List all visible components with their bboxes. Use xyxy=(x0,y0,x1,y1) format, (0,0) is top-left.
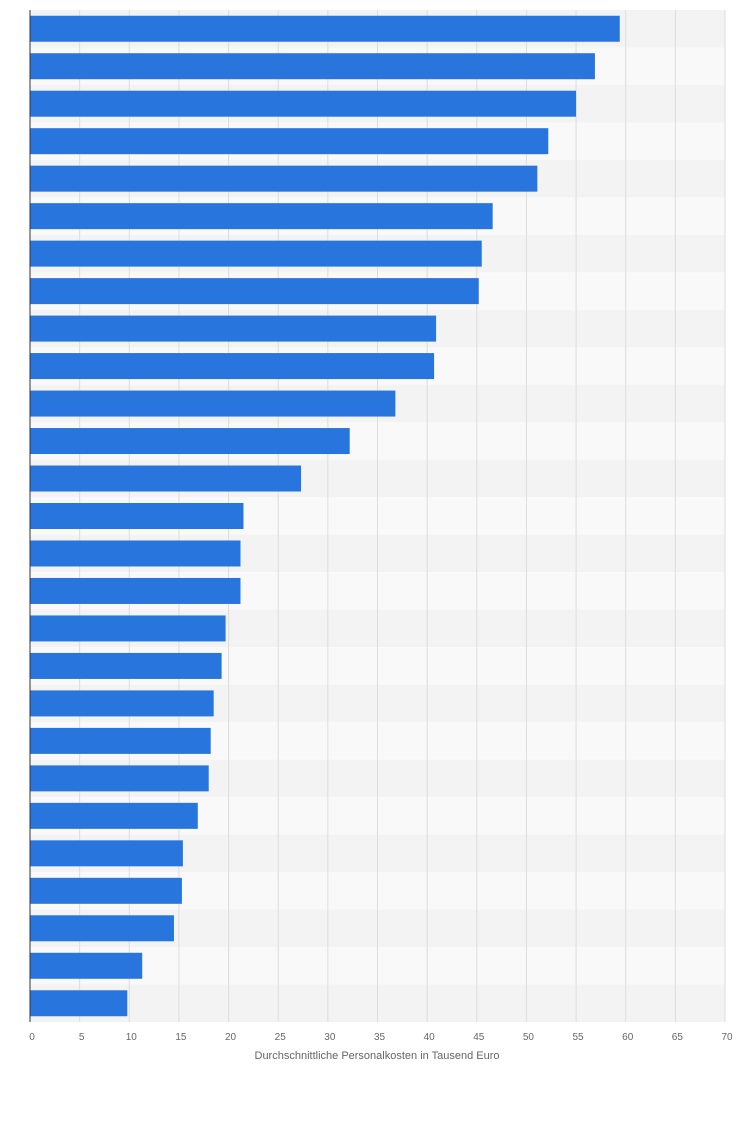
bar[interactable] xyxy=(30,540,241,567)
x-tick-label: 30 xyxy=(324,1032,336,1043)
x-tick-label: 65 xyxy=(672,1032,684,1043)
bar[interactable] xyxy=(30,652,222,679)
bar[interactable] xyxy=(30,165,538,192)
bar[interactable] xyxy=(30,877,182,904)
bar[interactable] xyxy=(30,90,577,117)
bar[interactable] xyxy=(30,802,198,829)
x-tick-label: 55 xyxy=(573,1032,585,1043)
bar[interactable] xyxy=(30,203,493,230)
x-tick-label: 35 xyxy=(374,1032,386,1043)
bar[interactable] xyxy=(30,278,479,305)
bar[interactable] xyxy=(30,577,241,604)
bar[interactable] xyxy=(30,952,143,979)
bar[interactable] xyxy=(30,465,302,492)
x-tick-label: 70 xyxy=(721,1032,733,1043)
bar[interactable] xyxy=(30,765,209,792)
bar[interactable] xyxy=(30,353,435,380)
x-tick-label: 45 xyxy=(473,1032,485,1043)
bar[interactable] xyxy=(30,503,244,529)
bar[interactable] xyxy=(30,315,437,342)
bar[interactable] xyxy=(30,690,214,717)
x-tick-label: 0 xyxy=(29,1032,35,1043)
x-tick-label: 5 xyxy=(79,1032,85,1043)
bar[interactable] xyxy=(30,390,396,417)
bar[interactable] xyxy=(30,990,128,1017)
x-tick-label: 60 xyxy=(622,1032,634,1043)
x-tick-label: 20 xyxy=(225,1032,237,1043)
bar[interactable] xyxy=(30,428,350,455)
x-tick-label: 25 xyxy=(275,1032,287,1043)
bar[interactable] xyxy=(30,240,482,267)
bar[interactable] xyxy=(30,915,174,942)
x-tick-label: 10 xyxy=(126,1032,138,1043)
x-tick-label: 50 xyxy=(523,1032,535,1043)
bar[interactable] xyxy=(30,727,211,754)
x-tick-label: 15 xyxy=(175,1032,187,1043)
bar[interactable] xyxy=(30,15,620,42)
bar[interactable] xyxy=(30,615,226,642)
bar[interactable] xyxy=(30,53,595,80)
x-axis-ticks: 0 5 10 15 20 25 30 35 40 45 50 55 60 65 70 xyxy=(29,1032,733,1043)
bar[interactable] xyxy=(30,128,549,155)
bars xyxy=(30,15,620,1017)
bar[interactable] xyxy=(30,840,183,867)
x-axis-title: Durchschnittliche Personalkosten in Taus… xyxy=(255,1050,500,1062)
x-tick-label: 40 xyxy=(424,1032,436,1043)
